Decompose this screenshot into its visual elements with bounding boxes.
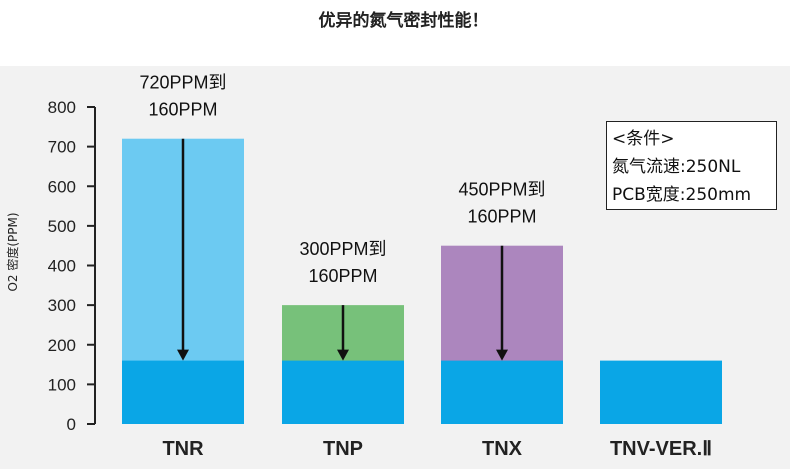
y-tick-label: 100 bbox=[48, 375, 76, 394]
annotation-label-1: 160PPM bbox=[308, 266, 377, 286]
y-tick-label: 800 bbox=[48, 98, 76, 117]
annotation-label-2: 160PPM bbox=[467, 207, 536, 227]
y-tick-label: 400 bbox=[48, 257, 76, 276]
annotations: 720PPM到 160PPM 300PPM到 160PPM 450PPM到 160PPM bbox=[139, 73, 545, 286]
x-axis-categories: TNR TNP TNX TNV-VER.Ⅱ bbox=[162, 438, 712, 460]
conditions-flow-rate: 氮气流速:250NL bbox=[612, 157, 741, 177]
arrow-head-1 bbox=[337, 349, 349, 361]
bar-after-1 bbox=[282, 360, 404, 424]
conditions-heading: <条件> bbox=[612, 129, 675, 149]
arrow-head-0 bbox=[177, 349, 189, 361]
y-axis-label: O2 密度(PPM) bbox=[5, 212, 20, 291]
y-axis: 0 100 200 300 400 500 600 700 800 bbox=[48, 98, 96, 434]
arrow-head-2 bbox=[496, 349, 508, 361]
annotation-label-2: 450PPM到 bbox=[458, 180, 545, 200]
annotation-label-1: 300PPM到 bbox=[299, 239, 386, 259]
conditions-pcb-width: PCB宽度:250mm bbox=[612, 185, 752, 205]
x-category-label: TNR bbox=[162, 438, 204, 460]
bar-after-3 bbox=[600, 360, 722, 424]
y-tick-label: 200 bbox=[48, 336, 76, 355]
annotation-label-0: 160PPM bbox=[148, 100, 217, 120]
annotation-label-0: 720PPM到 bbox=[139, 73, 226, 93]
y-tick-label: 300 bbox=[48, 296, 76, 315]
bar-after-2 bbox=[441, 360, 563, 424]
x-category-label: TNV-VER.Ⅱ bbox=[610, 438, 712, 460]
y-tick-label: 600 bbox=[48, 177, 76, 196]
y-tick-label: 0 bbox=[67, 415, 76, 434]
x-category-label: TNX bbox=[482, 438, 523, 460]
y-tick-label: 500 bbox=[48, 217, 76, 236]
reduction-arrows bbox=[177, 138, 508, 361]
bar-after-0 bbox=[122, 360, 244, 424]
y-tick-label: 700 bbox=[48, 138, 76, 157]
x-category-label: TNP bbox=[323, 438, 363, 460]
conditions-box: <条件> 氮气流速:250NL PCB宽度:250mm bbox=[606, 121, 777, 210]
page-title: 优异的氮气密封性能！ bbox=[318, 11, 489, 31]
